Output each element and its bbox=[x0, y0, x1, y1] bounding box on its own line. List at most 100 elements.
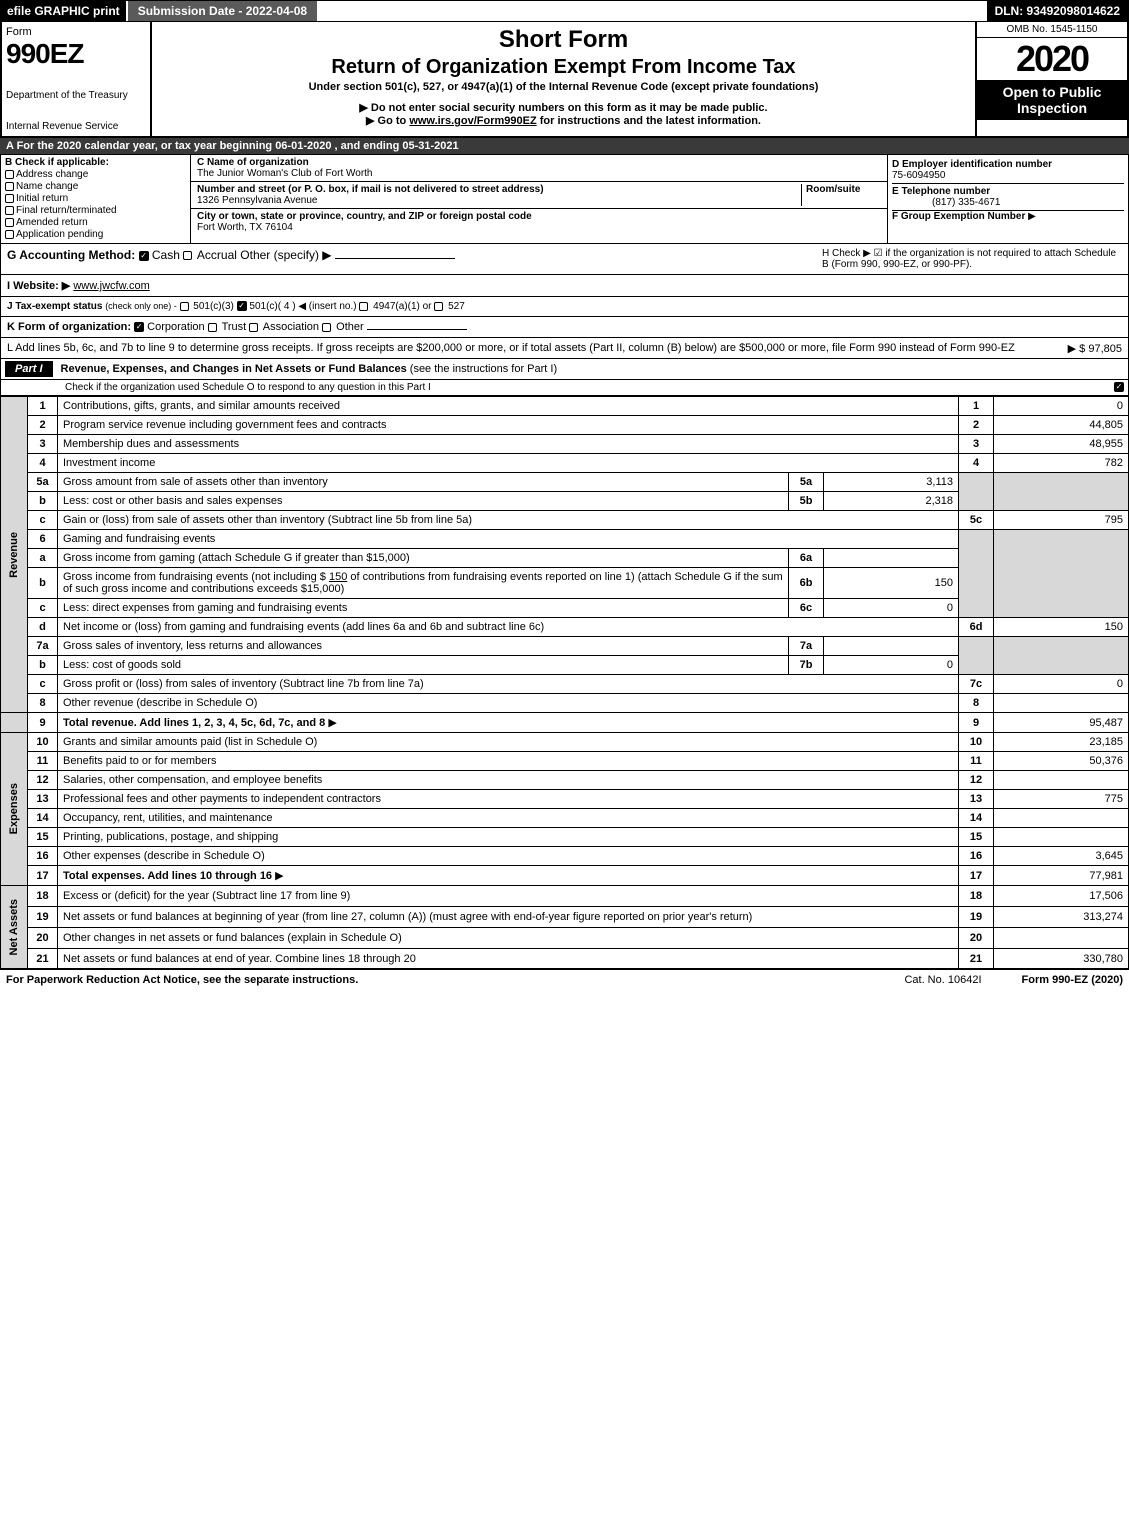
ein-label: D Employer identification number bbox=[892, 159, 1052, 170]
ln1-rv: 0 bbox=[994, 397, 1129, 416]
ln17-desc-text: Total expenses. Add lines 10 through 16 bbox=[63, 870, 272, 882]
ln12-desc: Salaries, other compensation, and employ… bbox=[58, 771, 959, 790]
ln7b-num: b bbox=[28, 656, 58, 675]
room-label: Room/suite bbox=[806, 184, 860, 195]
ln5b-num: b bbox=[28, 492, 58, 511]
ln6b-desc: Gross income from fundraising events (no… bbox=[58, 568, 789, 599]
ln6b-d1: Gross income from fundraising events (no… bbox=[63, 571, 326, 583]
ln7c-rv: 0 bbox=[994, 675, 1129, 694]
return-title: Return of Organization Exempt From Incom… bbox=[156, 56, 971, 79]
grp-arrow: ▶ bbox=[1028, 211, 1036, 222]
chk-assoc[interactable] bbox=[249, 323, 258, 332]
chk-name[interactable] bbox=[5, 182, 14, 191]
arrow-icon: ▶ bbox=[328, 716, 336, 729]
ln5c-desc: Gain or (loss) from sale of assets other… bbox=[58, 511, 959, 530]
row-j: J Tax-exempt status (check only one) - 5… bbox=[0, 297, 1129, 317]
do-not-enter: ▶ Do not enter social security numbers o… bbox=[156, 101, 971, 114]
c-city-label: City or town, state or province, country… bbox=[197, 211, 532, 222]
ein-value: 75-6094950 bbox=[892, 170, 945, 181]
ln5a-desc: Gross amount from sale of assets other t… bbox=[58, 473, 789, 492]
ln21-rv: 330,780 bbox=[994, 948, 1129, 969]
ln18-rv: 17,506 bbox=[994, 886, 1129, 907]
side-netassets: Net Assets bbox=[1, 886, 28, 969]
ln15-rv bbox=[994, 828, 1129, 847]
ln5b-sv: 2,318 bbox=[824, 492, 959, 511]
ln8-rn: 8 bbox=[959, 694, 994, 713]
part1-title-text: Revenue, Expenses, and Changes in Net As… bbox=[61, 363, 407, 375]
ln5a-sn: 5a bbox=[789, 473, 824, 492]
part1-sub: Check if the organization used Schedule … bbox=[0, 380, 1129, 396]
ln10-rn: 10 bbox=[959, 733, 994, 752]
l-text: L Add lines 5b, 6c, and 7b to line 9 to … bbox=[7, 342, 1015, 354]
ln21-rn: 21 bbox=[959, 948, 994, 969]
k-label: K Form of organization: bbox=[7, 321, 131, 333]
ln14-num: 14 bbox=[28, 809, 58, 828]
side-blank1 bbox=[1, 713, 28, 733]
dln-number: DLN: 93492098014622 bbox=[987, 1, 1128, 21]
shade-6 bbox=[959, 530, 994, 618]
chk-other-org[interactable] bbox=[322, 323, 331, 332]
ln9-desc: Total revenue. Add lines 1, 2, 3, 4, 5c,… bbox=[58, 713, 959, 733]
chk-initial[interactable] bbox=[5, 194, 14, 203]
ln7c-desc: Gross profit or (loss) from sales of inv… bbox=[58, 675, 959, 694]
short-form-title: Short Form bbox=[156, 26, 971, 54]
ln9-desc-text: Total revenue. Add lines 1, 2, 3, 4, 5c,… bbox=[63, 717, 325, 729]
ln6c-num: c bbox=[28, 599, 58, 618]
lbl-trust: Trust bbox=[222, 321, 247, 333]
open-public: Open to Public Inspection bbox=[977, 80, 1127, 120]
shade-7 bbox=[959, 637, 994, 675]
b-title: B Check if applicable: bbox=[5, 157, 186, 168]
ln20-num: 20 bbox=[28, 927, 58, 948]
ln7c-num: c bbox=[28, 675, 58, 694]
footer-left: For Paperwork Reduction Act Notice, see … bbox=[6, 974, 358, 986]
ln14-rn: 14 bbox=[959, 809, 994, 828]
ln7b-desc: Less: cost of goods sold bbox=[58, 656, 789, 675]
chk-cash[interactable]: ✓ bbox=[139, 251, 149, 261]
lbl-527: 527 bbox=[448, 301, 465, 312]
chk-schedule-o[interactable]: ✓ bbox=[1114, 382, 1124, 392]
ln1-rn: 1 bbox=[959, 397, 994, 416]
chk-4947[interactable] bbox=[359, 302, 368, 311]
ln2-rv: 44,805 bbox=[994, 416, 1129, 435]
dept-treasury: Department of the Treasury bbox=[6, 90, 146, 101]
submission-date: Submission Date - 2022-04-08 bbox=[128, 1, 317, 21]
efile-label[interactable]: efile GRAPHIC print bbox=[1, 1, 126, 21]
ln7a-num: 7a bbox=[28, 637, 58, 656]
chk-trust[interactable] bbox=[208, 323, 217, 332]
chk-accrual[interactable] bbox=[183, 251, 192, 260]
ln6c-sn: 6c bbox=[789, 599, 824, 618]
ln11-desc: Benefits paid to or for members bbox=[58, 752, 959, 771]
ln4-num: 4 bbox=[28, 454, 58, 473]
ln5c-rv: 795 bbox=[994, 511, 1129, 530]
ln6a-sn: 6a bbox=[789, 549, 824, 568]
chk-501c[interactable]: ✓ bbox=[237, 301, 247, 311]
chk-amended[interactable] bbox=[5, 218, 14, 227]
lbl-accrual: Accrual bbox=[197, 248, 237, 262]
ln4-rv: 782 bbox=[994, 454, 1129, 473]
chk-app[interactable] bbox=[5, 230, 14, 239]
tel-value: (817) 335-4671 bbox=[892, 197, 1000, 208]
form-label: Form bbox=[6, 26, 146, 38]
lbl-501c3: 501(c)(3) bbox=[193, 301, 234, 312]
org-name: The Junior Woman's Club of Fort Worth bbox=[197, 168, 373, 179]
ln1-desc: Contributions, gifts, grants, and simila… bbox=[58, 397, 959, 416]
ln6b-amt: 150 bbox=[329, 571, 347, 583]
ln6a-desc: Gross income from gaming (attach Schedul… bbox=[58, 549, 789, 568]
ln20-desc: Other changes in net assets or fund bala… bbox=[58, 927, 959, 948]
chk-527[interactable] bbox=[434, 302, 443, 311]
ln7a-desc: Gross sales of inventory, less returns a… bbox=[58, 637, 789, 656]
org-street: 1326 Pennsylvania Avenue bbox=[197, 195, 317, 206]
ln6-desc: Gaming and fundraising events bbox=[58, 530, 959, 549]
chk-501c3[interactable] bbox=[180, 302, 189, 311]
ln16-num: 16 bbox=[28, 847, 58, 866]
section-a-period: A For the 2020 calendar year, or tax yea… bbox=[0, 138, 1129, 154]
website-value[interactable]: www.jwcfw.com bbox=[73, 280, 149, 292]
lbl-amended: Amended return bbox=[16, 217, 88, 228]
chk-address[interactable] bbox=[5, 170, 14, 179]
chk-corp[interactable]: ✓ bbox=[134, 322, 144, 332]
ln19-desc: Net assets or fund balances at beginning… bbox=[58, 906, 959, 927]
ln6b-num: b bbox=[28, 568, 58, 599]
goto-link[interactable]: www.irs.gov/Form990EZ bbox=[409, 115, 536, 127]
chk-final[interactable] bbox=[5, 206, 14, 215]
ln13-num: 13 bbox=[28, 790, 58, 809]
